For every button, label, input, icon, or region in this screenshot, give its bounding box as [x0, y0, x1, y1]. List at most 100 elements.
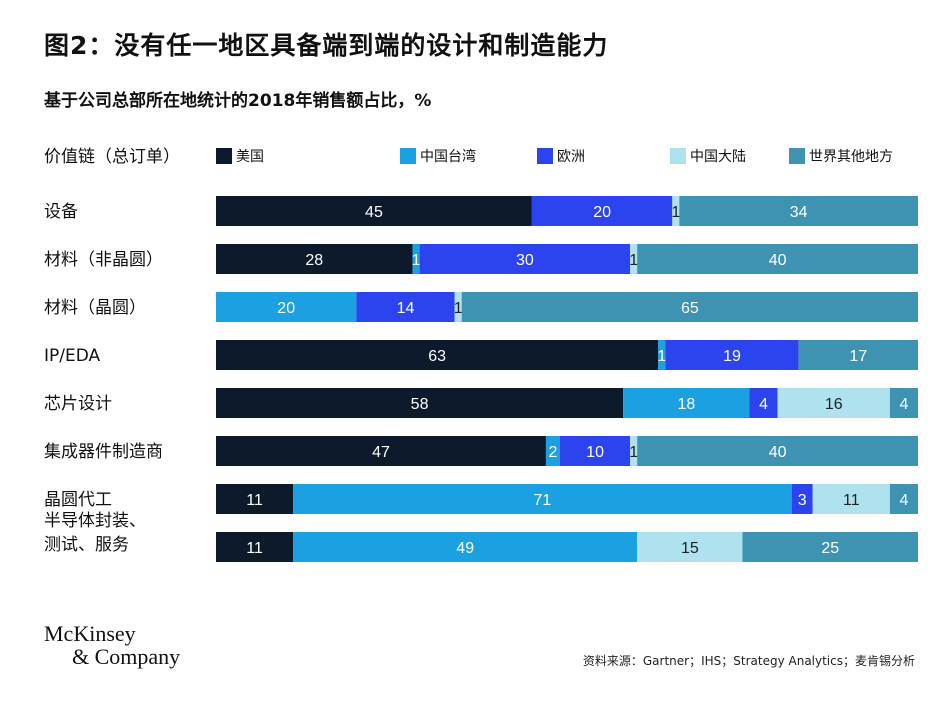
bar-segment-rest-of-world: [637, 244, 918, 274]
chart-subtitle: 基于公司总部所在地统计的2018年销售额占比，%: [44, 91, 432, 111]
bar-segment-taiwan: [658, 340, 666, 370]
bar-segment-taiwan: [216, 292, 357, 322]
data-label: 4: [900, 492, 909, 509]
data-label: 58: [411, 396, 429, 413]
data-label: 14: [397, 300, 415, 317]
data-label: 1: [629, 444, 638, 461]
data-label: 17: [849, 348, 867, 365]
data-label: 20: [277, 300, 295, 317]
logo-line-2: & Company: [72, 644, 181, 669]
legend-item-us: 美国: [216, 146, 264, 166]
bar-segment-rest-of-world: [889, 484, 918, 514]
data-label: 1: [657, 348, 666, 365]
bar-segment-taiwan: [293, 532, 638, 562]
data-label: 20: [593, 204, 611, 221]
bar-segment-europe: [531, 196, 673, 226]
bar-segment-europe: [356, 292, 455, 322]
bar-segment-mainland: [777, 388, 890, 418]
data-label: 63: [428, 348, 446, 365]
bar-segment-us: [216, 388, 624, 418]
chart-title: 图2：没有任一地区具备端到端的设计和制造能力: [44, 31, 609, 60]
bar-segment-rest-of-world: [679, 196, 918, 226]
data-label: 71: [534, 492, 552, 509]
bar-segment-us: [216, 340, 659, 370]
legend-item-rest-of-world: 世界其他地方: [789, 146, 893, 166]
source-note: 资料来源：Gartner；IHS；Strategy Analytics；麦肯锡分…: [582, 654, 915, 668]
bar-segment-rest-of-world: [798, 340, 918, 370]
bar-segment-europe: [559, 436, 631, 466]
category-label: 集成器件制造商: [44, 442, 163, 462]
legend-label-rest-of-world: 世界其他地方: [809, 149, 893, 165]
data-label: 11: [246, 540, 263, 557]
data-label: 49: [456, 540, 474, 557]
category-label: 材料（非晶圆）: [44, 250, 163, 270]
data-label: 40: [769, 444, 787, 461]
bar-segment-mainland: [454, 292, 462, 322]
legend-label-mainland: 中国大陆: [690, 149, 746, 165]
category-label: 晶圆代工: [44, 490, 112, 510]
legend-swatch-rest-of-world: [789, 148, 805, 164]
data-label: 15: [681, 540, 699, 557]
bar-segment-europe: [791, 484, 813, 514]
bar-segment-europe: [749, 388, 778, 418]
legend-swatch-us: [216, 148, 232, 164]
data-label: 1: [454, 300, 463, 317]
data-label: 11: [843, 492, 860, 509]
data-label: 45: [365, 204, 383, 221]
legend-label-taiwan: 中国台湾: [420, 149, 476, 165]
legend-label-us: 美国: [236, 149, 264, 165]
legend-item-mainland: 中国大陆: [670, 146, 746, 166]
data-label: 1: [412, 252, 421, 269]
bar-segment-mainland: [672, 196, 680, 226]
legend-swatch-taiwan: [400, 148, 416, 164]
data-label: 28: [305, 252, 323, 269]
data-label: 25: [821, 540, 839, 557]
logo-line-1: McKinsey: [44, 621, 136, 646]
bar-segment-rest-of-world: [461, 292, 918, 322]
data-label: 65: [681, 300, 699, 317]
data-label: 1: [671, 204, 680, 221]
bar-segment-us: [216, 436, 546, 466]
data-label: 47: [372, 444, 390, 461]
data-label: 16: [825, 396, 843, 413]
bar-segment-taiwan: [412, 244, 420, 274]
legend-item-taiwan: 中国台湾: [400, 146, 476, 166]
legend-label-europe: 欧洲: [557, 149, 585, 165]
category-label: 设备: [44, 202, 78, 222]
legend-item-europe: 欧洲: [537, 146, 585, 166]
bar-segment-mainland: [812, 484, 890, 514]
bar-segment-mainland: [637, 532, 743, 562]
data-label: 30: [516, 252, 534, 269]
bar-segment-europe: [419, 244, 631, 274]
data-label: 40: [769, 252, 787, 269]
bar-segment-rest-of-world: [637, 436, 918, 466]
bar-segment-us: [216, 532, 294, 562]
category-label: 半导体封装、测试、服务: [44, 511, 146, 555]
data-label: 18: [677, 396, 695, 413]
data-label: 3: [798, 492, 807, 509]
data-label: 34: [790, 204, 808, 221]
bar-segment-us: [216, 244, 413, 274]
bar-segment-europe: [665, 340, 799, 370]
data-label: 1: [629, 252, 638, 269]
bar-segment-rest-of-world: [889, 388, 918, 418]
bar-segment-us: [216, 484, 294, 514]
bar-segment-mainland: [630, 244, 638, 274]
data-label: 10: [586, 444, 604, 461]
category-label: 芯片设计: [44, 394, 112, 414]
category-label: 材料（晶圆）: [44, 298, 146, 318]
data-label: 4: [759, 396, 768, 413]
mckinsey-logo: McKinsey & Company: [44, 622, 180, 668]
category-label: IP/EDA: [44, 346, 101, 366]
bar-segment-mainland: [630, 436, 638, 466]
data-label: 2: [549, 444, 558, 461]
bar-segment-taiwan: [545, 436, 560, 466]
bar-segment-taiwan: [293, 484, 792, 514]
bar-segment-rest-of-world: [742, 532, 918, 562]
data-label: 11: [246, 492, 263, 509]
legend-swatch-europe: [537, 148, 553, 164]
bar-segment-taiwan: [623, 388, 750, 418]
legend-swatch-mainland: [670, 148, 686, 164]
bar-segment-us: [216, 196, 532, 226]
